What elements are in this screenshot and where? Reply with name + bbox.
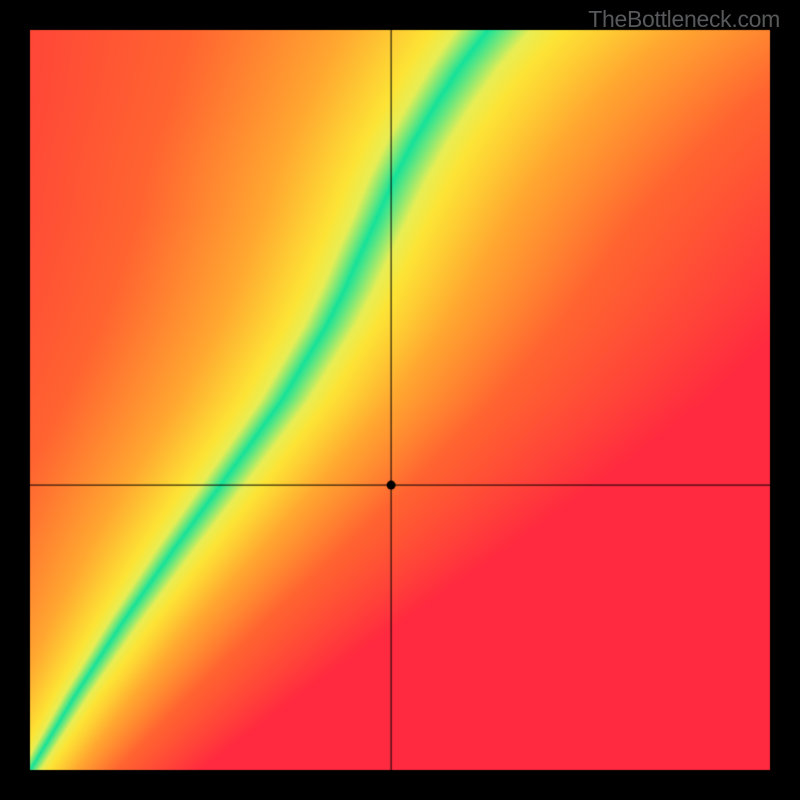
heatmap-canvas bbox=[0, 0, 800, 800]
chart-container: TheBottleneck.com bbox=[0, 0, 800, 800]
watermark-text: TheBottleneck.com bbox=[588, 6, 780, 33]
